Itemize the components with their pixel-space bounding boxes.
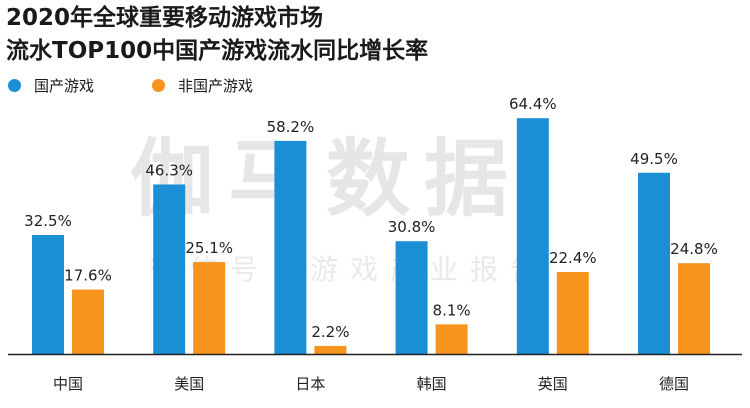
bar-foreign-uk: [556, 271, 589, 354]
bar-domestic-uk: [516, 118, 549, 354]
x-tick-label-korea: 韩国: [417, 375, 447, 393]
bar-domestic-germany: [638, 172, 670, 354]
x-tick-label-japan: 日本: [295, 375, 325, 393]
legend-item-foreign: 非国产游戏: [152, 75, 253, 96]
x-tick-label-china: 中国: [53, 375, 83, 393]
chart-title: 2020年全球重要移动游戏市场 流水TOP100中国产游戏流水同比增长率: [6, 2, 428, 68]
bar-domestic-korea: [395, 241, 428, 354]
watermark: 伽马数据: [130, 130, 523, 228]
data-label-foreign-uk: 22.4%: [549, 249, 597, 267]
data-label-domestic-korea: 30.8%: [388, 218, 436, 236]
data-label-foreign-japan: 2.2%: [311, 323, 349, 341]
data-label-domestic-japan: 58.2%: [267, 118, 315, 136]
legend: 国产游戏 非国产游戏: [8, 73, 311, 97]
chart-title-line1: 2020年全球重要移动游戏市场: [6, 5, 324, 31]
data-label-foreign-china: 17.6%: [64, 267, 112, 285]
bar-foreign-germany: [678, 263, 710, 354]
bar-domestic-china: [32, 235, 64, 354]
bar-foreign-japan: [314, 345, 347, 354]
data-label-foreign-usa: 25.1%: [185, 239, 233, 257]
x-tick-label-usa: 美国: [174, 375, 204, 393]
data-label-domestic-usa: 46.3%: [145, 161, 193, 179]
legend-swatch-foreign: [152, 78, 166, 92]
legend-swatch-domestic: [8, 78, 21, 92]
legend-label-foreign: 非国产游戏: [178, 76, 254, 95]
data-label-domestic-china: 32.5%: [24, 212, 72, 230]
bar-domestic-japan: [274, 140, 307, 354]
data-label-foreign-germany: 24.8%: [670, 240, 718, 258]
bar-domestic-usa: [153, 184, 186, 354]
bar-foreign-china: [72, 289, 104, 354]
data-label-foreign-korea: 8.1%: [433, 301, 471, 319]
x-tick-label-uk: 英国: [538, 375, 568, 393]
x-tick-label-germany: 德国: [659, 375, 689, 393]
bar-foreign-korea: [435, 324, 468, 354]
legend-label-domestic: 国产游戏: [34, 76, 95, 95]
bar-foreign-usa: [193, 262, 226, 354]
chart-title-line2: 流水TOP100中国产游戏流水同比增长率: [6, 38, 429, 64]
data-label-domestic-germany: 49.5%: [630, 150, 678, 168]
legend-item-domestic: 国产游戏: [8, 75, 94, 96]
data-label-domestic-uk: 64.4%: [509, 95, 557, 113]
